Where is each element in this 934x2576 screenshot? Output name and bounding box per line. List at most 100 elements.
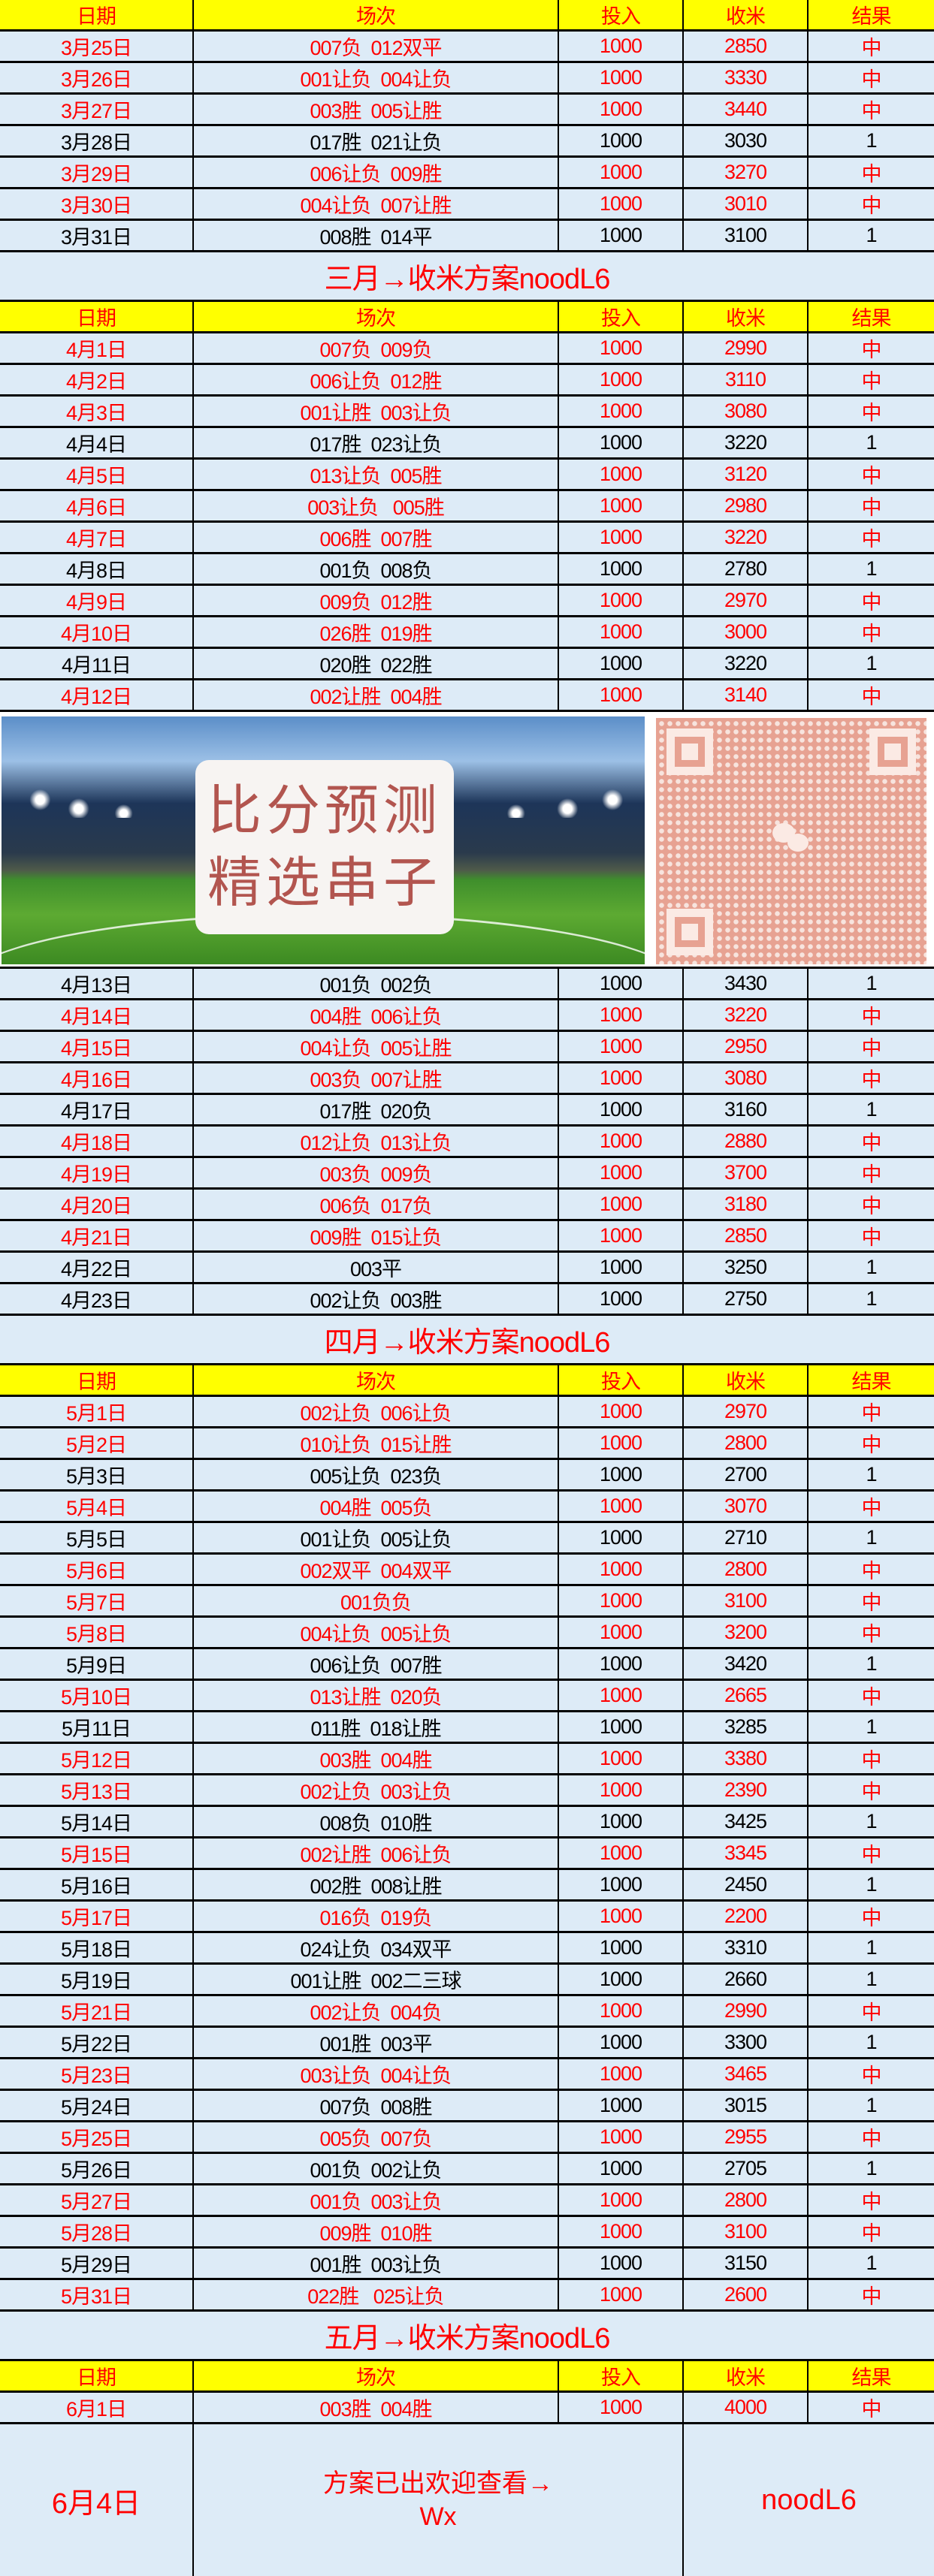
month-summary: 三月→收米方案noodL6 bbox=[0, 252, 934, 302]
result-cell: 中 bbox=[861, 1132, 882, 1154]
date-cell: 4月15日 bbox=[0, 1032, 194, 1061]
match-cell: 016负 019负 bbox=[194, 1902, 559, 1931]
match-cell: 004胜 006让负 bbox=[194, 1000, 559, 1030]
table-row: 5月24日 007负 008胜 1000 3015 1 bbox=[0, 2091, 934, 2122]
invest-cell: 1000 bbox=[559, 1618, 684, 1647]
date-cell: 3月31日 bbox=[0, 221, 194, 250]
result-cell: 中 bbox=[861, 1195, 882, 1217]
match-cell: 009胜 010胜 bbox=[194, 2217, 559, 2246]
income-cell: 3180 bbox=[684, 1190, 809, 1219]
match-cell: 002让负 003胜 bbox=[194, 1284, 559, 1314]
table-row: 5月4日 004胜 005负 1000 3070 中 bbox=[0, 1492, 934, 1523]
invest-cell: 1000 bbox=[559, 2393, 684, 2422]
promo-text-box: 比分预测 精选串子 bbox=[195, 760, 454, 934]
table-row: 5月23日 003让负 004让负 1000 3465 中 bbox=[0, 2059, 934, 2091]
income-cell: 2710 bbox=[684, 1523, 809, 1552]
table-row: 4月21日 009胜 015让负 1000 2850 中 bbox=[0, 1221, 934, 1253]
match-cell: 006让负 009胜 bbox=[194, 158, 559, 187]
date-cell: 5月24日 bbox=[0, 2091, 194, 2120]
date-cell: 4月9日 bbox=[0, 586, 194, 615]
invest-cell: 1000 bbox=[559, 460, 684, 489]
table-row: 4月2日 006让负 012胜 1000 3110 中 bbox=[0, 365, 934, 397]
date-cell: 5月8日 bbox=[0, 1618, 194, 1647]
invest-cell: 1000 bbox=[559, 586, 684, 615]
table-row: 5月6日 002双平 004双平 1000 2800 中 bbox=[0, 1555, 934, 1586]
table-row: 4月20日 006负 017负 1000 3180 中 bbox=[0, 1190, 934, 1221]
result-cell: 中 bbox=[861, 37, 882, 59]
match-cell: 003负 007让胜 bbox=[194, 1063, 559, 1093]
match-cell: 002胜 008让胜 bbox=[194, 1870, 559, 1899]
table-row: 5月12日 003胜 004胜 1000 3380 中 bbox=[0, 1744, 934, 1775]
wechat-qr-code-icon[interactable] bbox=[656, 718, 926, 964]
income-cell: 2990 bbox=[684, 1996, 809, 2026]
date-cell: 5月22日 bbox=[0, 2028, 194, 2057]
income-cell: 3440 bbox=[684, 95, 809, 124]
date-cell: 5月25日 bbox=[0, 2122, 194, 2152]
result-cell: 1 bbox=[866, 1287, 877, 1310]
invest-cell: 1000 bbox=[559, 1555, 684, 1584]
result-cell: 中 bbox=[861, 528, 882, 550]
table-row: 4月16日 003负 007让胜 1000 3080 中 bbox=[0, 1063, 934, 1095]
income-cell: 2780 bbox=[684, 554, 809, 584]
invest-cell: 1000 bbox=[559, 1158, 684, 1187]
invest-cell: 1000 bbox=[559, 617, 684, 647]
table-row: 4月5日 013让负 005胜 1000 3120 中 bbox=[0, 460, 934, 491]
promo-line-1: 比分预测 bbox=[207, 781, 442, 841]
table-row: 4月18日 012让负 013让负 1000 2880 中 bbox=[0, 1127, 934, 1158]
date-cell: 4月11日 bbox=[0, 649, 194, 678]
match-cell: 001负负 bbox=[194, 1586, 559, 1615]
date-cell: 3月30日 bbox=[0, 189, 194, 219]
match-cell: 004胜 005负 bbox=[194, 1492, 559, 1521]
match-cell: 006胜 007胜 bbox=[194, 523, 559, 552]
date-cell: 4月6日 bbox=[0, 491, 194, 520]
table-row: 5月26日 001负 002让负 1000 2705 1 bbox=[0, 2154, 934, 2185]
invest-cell: 1000 bbox=[559, 1428, 684, 1458]
date-cell: 4月20日 bbox=[0, 1190, 194, 1219]
month-summary: 四月→收米方案noodL6 bbox=[0, 1316, 934, 1365]
promo-banner: 比分预测 精选串子 bbox=[0, 712, 934, 969]
income-cell: 2980 bbox=[684, 491, 809, 520]
invest-cell: 1000 bbox=[559, 333, 684, 363]
date-cell: 3月26日 bbox=[0, 63, 194, 92]
date-cell: 4月12日 bbox=[0, 680, 194, 710]
income-cell: 3330 bbox=[684, 63, 809, 92]
result-cell: 中 bbox=[861, 2398, 882, 2421]
invest-cell: 1000 bbox=[559, 1190, 684, 1219]
header-income: 收米 bbox=[684, 302, 809, 331]
invest-cell: 1000 bbox=[559, 2122, 684, 2152]
result-cell: 中 bbox=[861, 496, 882, 519]
result-cell: 中 bbox=[861, 68, 882, 91]
invest-cell: 1000 bbox=[559, 491, 684, 520]
result-cell: 中 bbox=[861, 402, 882, 424]
invest-cell: 1000 bbox=[559, 1523, 684, 1552]
result-cell: 中 bbox=[861, 591, 882, 614]
date-cell: 5月4日 bbox=[0, 1492, 194, 1521]
invest-cell: 1000 bbox=[559, 1996, 684, 2026]
match-cell: 022胜 025让负 bbox=[194, 2280, 559, 2309]
table-row: 5月7日 001负负 1000 3100 中 bbox=[0, 1586, 934, 1618]
match-cell: 008负 010胜 bbox=[194, 1807, 559, 1836]
result-cell: 中 bbox=[861, 1781, 882, 1803]
match-cell: 001负 002负 bbox=[194, 969, 559, 998]
invest-cell: 1000 bbox=[559, 2028, 684, 2057]
income-cell: 3010 bbox=[684, 189, 809, 219]
match-cell: 001让负 005让负 bbox=[194, 1523, 559, 1552]
table-row: 3月25日 007负 012双平 1000 2850 中 bbox=[0, 32, 934, 63]
final-announcement: 6月4日 方案已出欢迎查看→ Wx noodL6 bbox=[0, 2424, 934, 2576]
match-cell: 003胜 005让胜 bbox=[194, 95, 559, 124]
invest-cell: 1000 bbox=[559, 95, 684, 124]
table-row: 4月17日 017胜 020负 1000 3160 1 bbox=[0, 1095, 934, 1127]
income-cell: 2970 bbox=[684, 1397, 809, 1426]
income-cell: 3345 bbox=[684, 1838, 809, 1868]
invest-cell: 1000 bbox=[559, 680, 684, 710]
final-date: 6月4日 bbox=[0, 2424, 194, 2576]
date-cell: 5月15日 bbox=[0, 1838, 194, 1868]
header-match: 场次 bbox=[194, 0, 559, 29]
match-cell: 005负 007负 bbox=[194, 2122, 559, 2152]
final-message: 方案已出欢迎查看→ Wx bbox=[194, 2424, 684, 2576]
result-cell: 1 bbox=[866, 1256, 877, 1278]
date-cell: 4月4日 bbox=[0, 428, 194, 457]
result-cell: 中 bbox=[861, 1069, 882, 1091]
header-income: 收米 bbox=[684, 1365, 809, 1395]
